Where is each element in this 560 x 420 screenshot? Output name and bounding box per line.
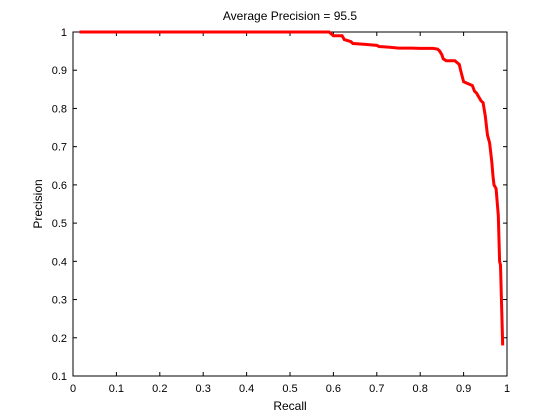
y-tick-label: 0.3 — [52, 295, 67, 307]
x-tick-label: 1 — [504, 383, 510, 395]
y-tick-label: 0.9 — [52, 65, 67, 77]
x-tick-label: 0.1 — [109, 383, 124, 395]
x-tick-label: 0.4 — [239, 383, 254, 395]
x-tick-label: 0.8 — [413, 383, 428, 395]
y-tick-label: 0.1 — [52, 371, 67, 383]
y-tick-label: 0.5 — [52, 218, 67, 230]
y-tick-label: 1 — [61, 27, 67, 39]
series-layer — [79, 30, 505, 346]
x-axis-label: Recall — [273, 399, 306, 413]
y-tick-label: 0.2 — [52, 333, 67, 345]
y-axis: 0.1 0.2 0.3 0.4 0.5 0.6 0.7 0.8 0.9 1 — [52, 27, 507, 383]
x-tick-label: 0.7 — [369, 383, 384, 395]
chart-title: Average Precision = 95.5 — [223, 9, 358, 23]
x-tick-label: 0.5 — [282, 383, 297, 395]
y-tick-label: 0.6 — [52, 180, 67, 192]
x-tick-label: 0.6 — [326, 383, 341, 395]
series-line — [79, 30, 505, 346]
x-tick-label: 0.2 — [152, 383, 167, 395]
y-tick-label: 0.4 — [52, 256, 67, 268]
x-tick-label: 0 — [70, 383, 76, 395]
x-tick-label: 0.3 — [196, 383, 211, 395]
x-tick-label: 0.9 — [456, 383, 471, 395]
x-axis: 0 0.1 0.2 0.3 0.4 0.5 0.6 0.7 0.8 0.9 1 — [70, 32, 510, 395]
plot-area — [72, 31, 508, 377]
y-tick-label: 0.8 — [52, 103, 67, 115]
y-axis-label: Precision — [31, 179, 45, 228]
y-tick-label: 0.7 — [52, 142, 67, 154]
